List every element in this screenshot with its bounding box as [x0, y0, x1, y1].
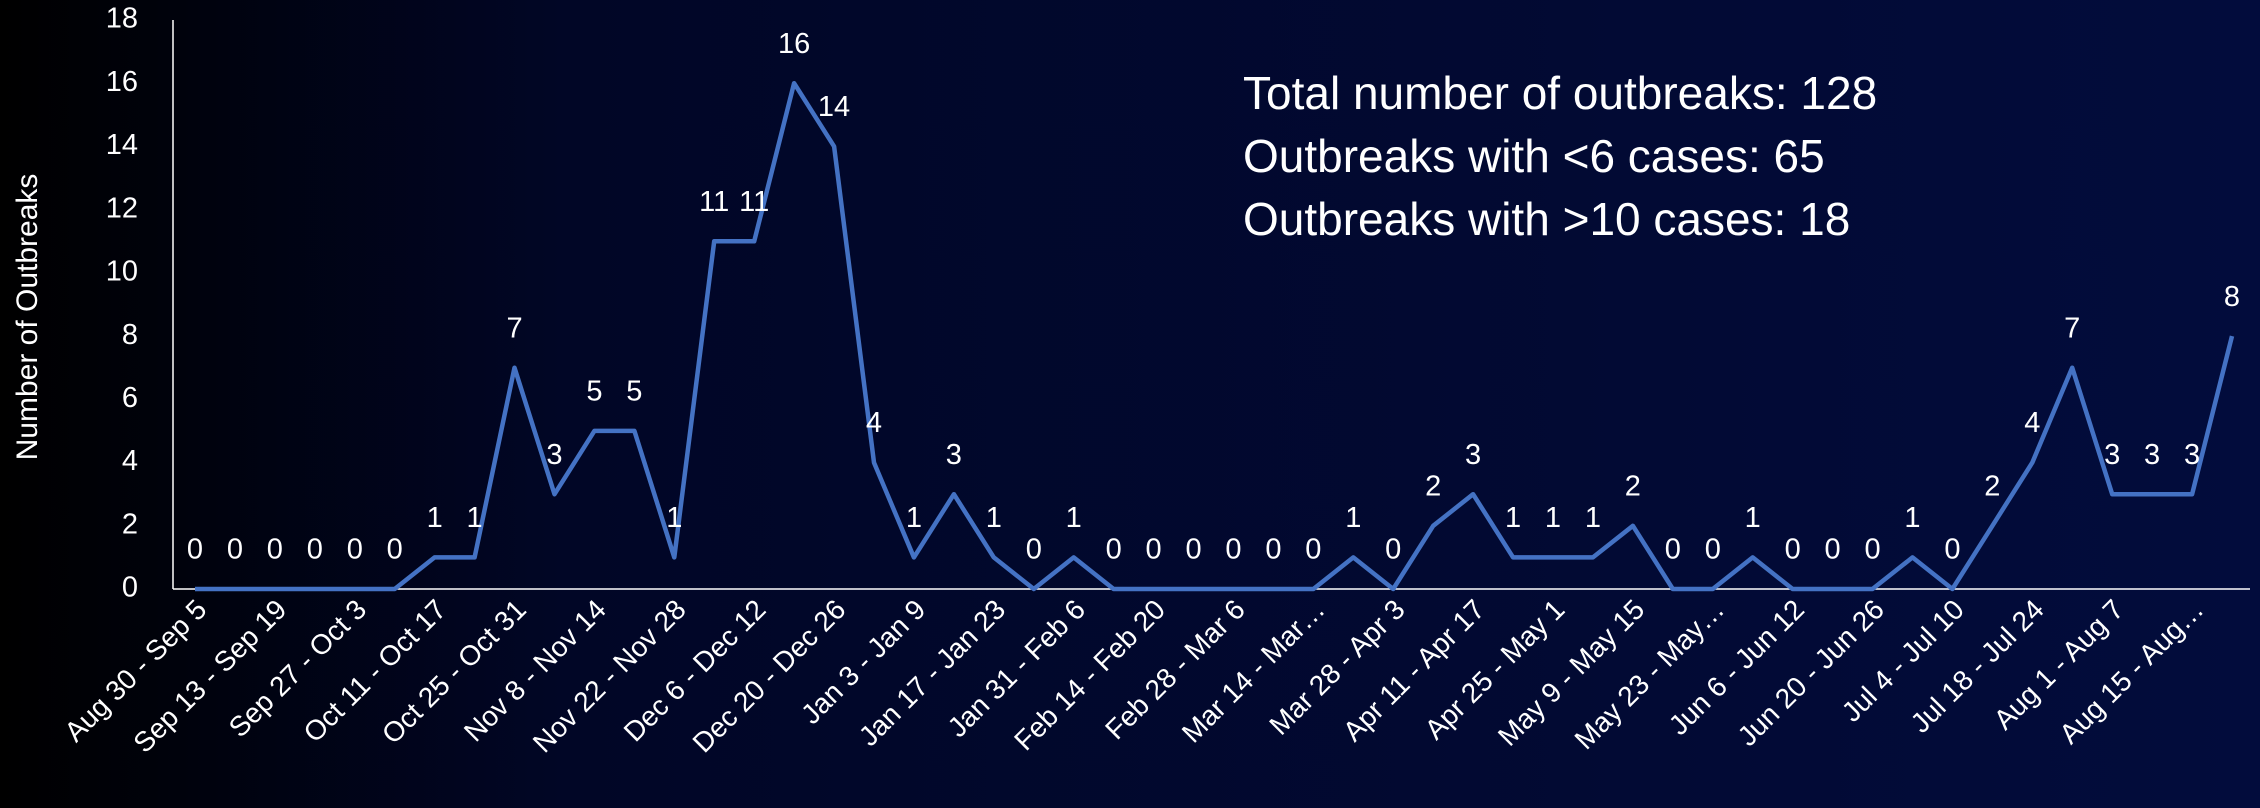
data-label: 1: [1545, 502, 1561, 534]
y-tick-label: 8: [122, 319, 138, 351]
data-label: 4: [2024, 407, 2040, 439]
y-tick-label: 0: [122, 572, 138, 604]
y-tick-label: 14: [106, 129, 138, 161]
y-tick-label: 4: [122, 445, 138, 477]
data-label: 1: [1345, 502, 1361, 534]
y-tick-label: 18: [106, 3, 138, 35]
data-label: 0: [1106, 534, 1122, 566]
data-label: 2: [1625, 470, 1641, 502]
y-axis-label: Number of Outbreaks: [11, 174, 44, 461]
y-tick-label: 16: [106, 66, 138, 98]
data-label: 3: [2104, 439, 2120, 471]
data-label: 16: [778, 28, 810, 60]
data-label: 0: [1265, 534, 1281, 566]
data-label: 0: [1785, 534, 1801, 566]
data-label: 0: [1944, 534, 1960, 566]
data-label: 0: [227, 534, 243, 566]
data-label: 4: [866, 407, 882, 439]
y-tick-label: 12: [106, 192, 138, 224]
data-label: 1: [666, 502, 682, 534]
data-label: 1: [427, 502, 443, 534]
data-label: 0: [1146, 534, 1162, 566]
data-label: 0: [1705, 534, 1721, 566]
data-line: [195, 80, 2235, 592]
data-label: 0: [267, 534, 283, 566]
data-label: 5: [586, 376, 602, 408]
y-tick-label: 6: [122, 382, 138, 414]
annotation: Total number of outbreaks: 128: [1243, 67, 1877, 119]
data-label: 0: [347, 534, 363, 566]
y-tick-label: 2: [122, 508, 138, 540]
data-label: 1: [906, 502, 922, 534]
data-label: 0: [1665, 534, 1681, 566]
data-label: 2: [1425, 470, 1441, 502]
data-label: 0: [187, 534, 203, 566]
annotation: Outbreaks with <6 cases: 65: [1243, 130, 1825, 182]
data-label: 1: [1585, 502, 1601, 534]
data-label: 0: [387, 534, 403, 566]
data-label: 11: [699, 186, 729, 218]
data-label: 0: [1026, 534, 1042, 566]
data-label: 7: [506, 312, 522, 344]
data-label: 5: [626, 376, 642, 408]
data-label: 8: [2224, 281, 2240, 313]
data-label: 0: [1225, 534, 1241, 566]
y-tick-label: 10: [106, 256, 138, 288]
data-label: 0: [1864, 534, 1880, 566]
data-label: 1: [1745, 502, 1761, 534]
data-label: 3: [946, 439, 962, 471]
data-label: 3: [2184, 439, 2200, 471]
data-label: 1: [1505, 502, 1521, 534]
data-label: 1: [986, 502, 1002, 534]
data-label: 0: [1185, 534, 1201, 566]
annotation: Outbreaks with >10 cases: 18: [1243, 193, 1850, 245]
data-label: 0: [1385, 534, 1401, 566]
data-label: 7: [2064, 312, 2080, 344]
data-label: 11: [739, 186, 769, 218]
data-label: 0: [1825, 534, 1841, 566]
data-label: 14: [818, 91, 850, 123]
data-label: 2: [1984, 470, 2000, 502]
data-label: 3: [546, 439, 562, 471]
data-label: 1: [1904, 502, 1920, 534]
data-label: 1: [1066, 502, 1082, 534]
data-label: 0: [307, 534, 323, 566]
data-label: 3: [1465, 439, 1481, 471]
data-label: 1: [467, 502, 483, 534]
data-label: 0: [1305, 534, 1321, 566]
data-label: 3: [2144, 439, 2160, 471]
